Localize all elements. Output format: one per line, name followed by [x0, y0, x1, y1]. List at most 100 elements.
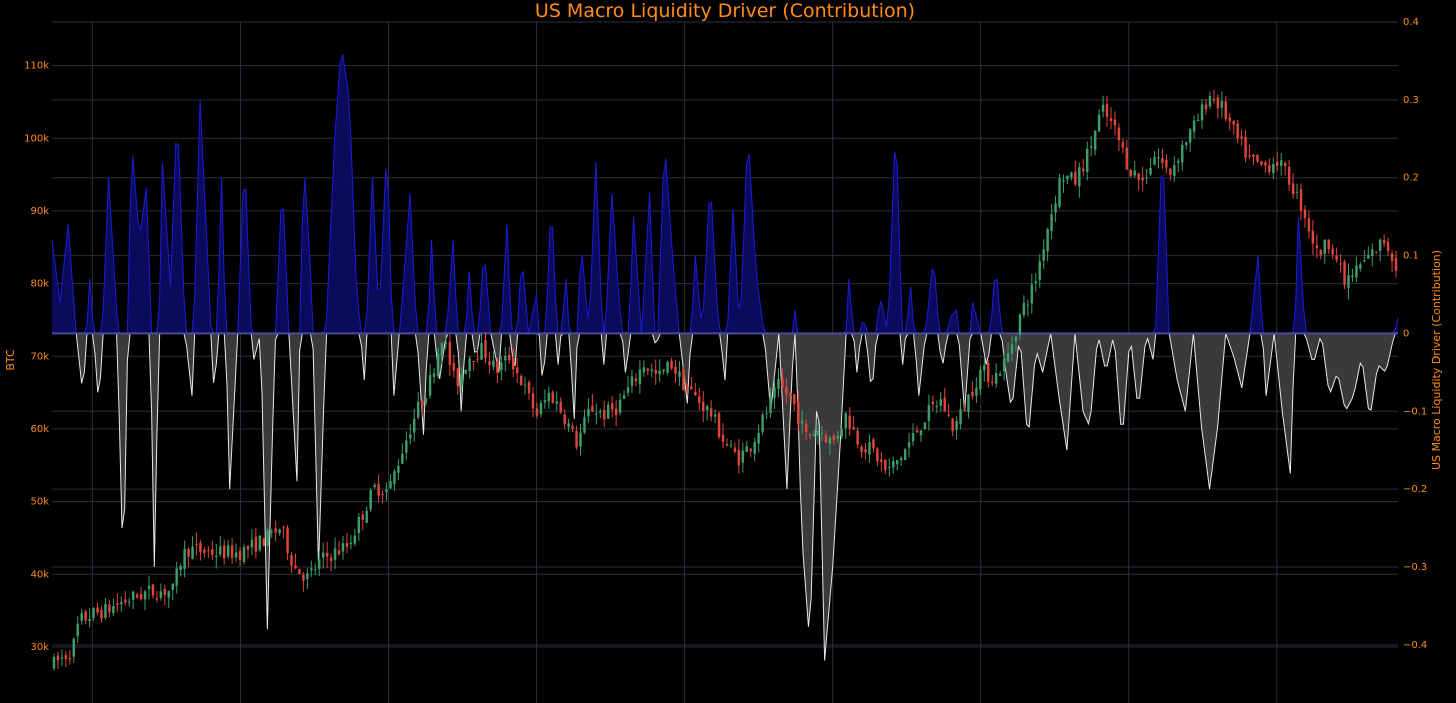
- candle-body-259: [1078, 167, 1081, 187]
- candle-body-49: [246, 545, 250, 550]
- candle-body-147: [634, 378, 638, 382]
- candle-body-57: [278, 529, 281, 534]
- candle-body-135: [587, 408, 590, 417]
- candle-body-154: [662, 369, 665, 372]
- candle-body-295: [1220, 100, 1224, 108]
- candle-body-177: [753, 441, 756, 454]
- candle-body-6: [76, 623, 79, 637]
- candle-body-212: [892, 460, 895, 468]
- candle-body-56: [274, 528, 277, 533]
- candle-body-337: [1386, 241, 1390, 252]
- candle-body-36: [195, 544, 198, 546]
- candle-body-339: [1394, 257, 1398, 271]
- candle-body-92: [416, 401, 420, 418]
- candle-body-190: [804, 423, 808, 432]
- candle-body-330: [1359, 264, 1362, 269]
- candle-body-203: [856, 431, 859, 445]
- candle-body-328: [1351, 275, 1354, 278]
- candle-body-77: [357, 516, 361, 534]
- candle-body-35: [191, 546, 194, 559]
- candle-body-94: [424, 398, 428, 403]
- candle-body-297: [1228, 117, 1231, 122]
- candle-body-216: [907, 442, 911, 448]
- candle-body-101: [452, 362, 456, 371]
- candle-body-132: [575, 431, 578, 448]
- candle-body-188: [797, 401, 800, 424]
- candle-body-3: [64, 655, 68, 660]
- candle-body-238: [994, 373, 998, 384]
- candle-body-95: [428, 374, 432, 396]
- candle-body-46: [234, 552, 238, 558]
- candle-body-90: [409, 434, 412, 439]
- candle-body-71: [333, 548, 337, 560]
- candle-body-168: [717, 413, 721, 438]
- candle-body-130: [567, 423, 570, 427]
- candle-body-30: [171, 583, 174, 590]
- candle-body-116: [511, 357, 515, 370]
- candle-body-14: [108, 604, 111, 613]
- left-tick-label-2: 50k: [30, 497, 49, 508]
- candle-body-38: [203, 549, 206, 553]
- candle-body-24: [147, 585, 151, 589]
- candle-body-306: [1264, 162, 1267, 166]
- candle-body-208: [876, 448, 879, 462]
- candle-body-157: [674, 366, 677, 374]
- candle-body-221: [927, 404, 931, 422]
- candle-body-83: [381, 494, 384, 496]
- candle-body-191: [808, 434, 812, 436]
- candle-body-123: [539, 403, 543, 415]
- candle-body-133: [579, 432, 582, 447]
- candle-body-199: [840, 428, 844, 437]
- chart-title: US Macro Liquidity Driver (Contribution): [535, 0, 915, 22]
- candle-body-180: [765, 413, 768, 415]
- candle-body-12: [100, 610, 103, 619]
- candle-body-304: [1256, 154, 1259, 162]
- candle-body-44: [226, 545, 230, 557]
- candle-body-263: [1093, 130, 1097, 150]
- candle-body-126: [551, 392, 555, 403]
- candle-body-85: [389, 481, 392, 489]
- candle-body-93: [420, 400, 424, 406]
- candle-body-331: [1363, 260, 1366, 262]
- candle-body-234: [979, 369, 982, 390]
- candle-body-52: [258, 535, 262, 551]
- candle-body-290: [1200, 104, 1204, 121]
- candle-body-122: [535, 408, 539, 416]
- candle-body-72: [337, 550, 341, 555]
- candle-body-16: [116, 603, 119, 606]
- candle-body-34: [187, 548, 190, 557]
- candle-body-189: [800, 420, 804, 424]
- candle-body-45: [230, 545, 234, 558]
- candle-body-329: [1355, 265, 1358, 278]
- candle-body-175: [745, 446, 749, 453]
- candle-body-256: [1066, 175, 1069, 180]
- candle-body-37: [199, 542, 202, 552]
- candle-body-155: [666, 361, 669, 373]
- candle-body-102: [456, 368, 460, 387]
- candle-body-303: [1252, 154, 1255, 157]
- candle-body-120: [527, 382, 531, 394]
- left-axis-ticks: 30k 40k 50k 60k 70k 80k 90k 100k 110k: [24, 61, 49, 653]
- candle-body-272: [1129, 169, 1133, 176]
- candle-body-338: [1390, 253, 1394, 262]
- candle-body-286: [1184, 142, 1188, 146]
- candle-body-334: [1374, 251, 1378, 253]
- candle-body-285: [1181, 145, 1184, 163]
- candle-body-51: [254, 536, 258, 552]
- candle-body-125: [547, 392, 551, 402]
- right-tick-label-5: 0.1: [1403, 251, 1419, 262]
- candle-body-287: [1188, 129, 1192, 143]
- candle-body-231: [967, 394, 970, 412]
- candle-body-141: [610, 403, 614, 410]
- candle-body-150: [646, 368, 650, 371]
- candle-body-317: [1307, 218, 1311, 232]
- candle-body-201: [848, 415, 851, 429]
- candle-body-8: [84, 611, 87, 621]
- left-tick-label-3: 60k: [30, 424, 49, 435]
- candle-body-311: [1283, 162, 1287, 167]
- candle-body-282: [1169, 168, 1172, 175]
- candle-body-187: [793, 394, 796, 405]
- candle-body-252: [1050, 214, 1053, 232]
- liquidity-negative-line: [52, 332, 1398, 661]
- candle-body-248: [1034, 281, 1037, 283]
